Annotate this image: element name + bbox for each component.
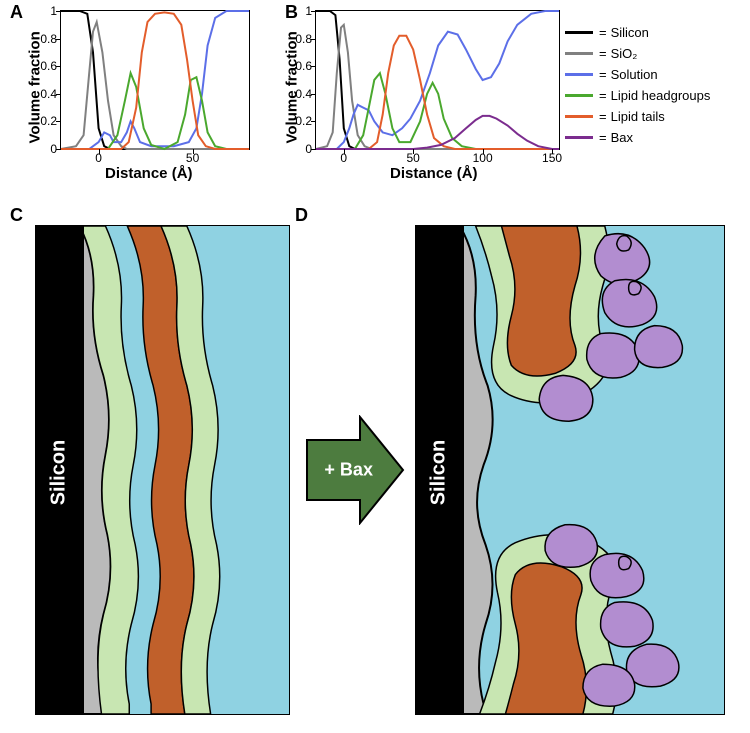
chart-b-wrap: B Volume fraction 0 0.2 0.4 0.6 0.8 1 0 … xyxy=(315,10,565,185)
legend-eq: = xyxy=(599,25,607,40)
legend-swatch xyxy=(565,73,593,76)
legend-swatch xyxy=(565,136,593,139)
legend-eq: = xyxy=(599,46,607,61)
legend-row: = SiO₂ xyxy=(565,46,710,61)
silicon-label-c: Silicon xyxy=(47,440,70,506)
legend-label: Lipid headgroups xyxy=(611,88,711,103)
legend-eq: = xyxy=(599,88,607,103)
legend-swatch xyxy=(565,52,593,55)
legend-eq: = xyxy=(599,130,607,145)
legend-swatch xyxy=(565,94,593,97)
panel-letter-d: D xyxy=(295,205,308,226)
legend-swatch xyxy=(565,115,593,118)
chart-b-plotarea: 0 0.2 0.4 0.6 0.8 1 0 50 100 150 xyxy=(315,10,560,150)
chart-b-svg xyxy=(316,11,559,149)
legend-row: = Solution xyxy=(565,67,710,82)
legend-row: = Silicon xyxy=(565,25,710,40)
panel-letter-c: C xyxy=(10,205,23,226)
chart-b-xlabel: Distance (Å) xyxy=(390,165,478,182)
legend-eq: = xyxy=(599,109,607,124)
chart-a-svg xyxy=(61,11,249,149)
diagram-c: Silicon xyxy=(35,225,290,715)
legend-label: Lipid tails xyxy=(611,109,665,124)
legend-swatch xyxy=(565,31,593,34)
legend-label: Solution xyxy=(611,67,658,82)
legend-label: Silicon xyxy=(611,25,649,40)
bax-arrow-label: + Bax xyxy=(324,460,373,481)
legend: = Silicon = SiO₂ = Solution = Lipid head… xyxy=(565,25,710,151)
legend-eq: = xyxy=(599,67,607,82)
chart-a-wrap: A Volume fraction 0 0.2 0.4 0.6 0.8 1 0 … xyxy=(60,10,260,185)
legend-row: = Lipid headgroups xyxy=(565,88,710,103)
bax-arrow: + Bax xyxy=(305,415,405,525)
chart-a-plotarea: 0 0.2 0.4 0.6 0.8 1 0 50 xyxy=(60,10,250,150)
chart-a-xlabel: Distance (Å) xyxy=(105,165,193,182)
top-island xyxy=(476,226,609,403)
silicon-label-d: Silicon xyxy=(427,440,450,506)
sio2-layer-d xyxy=(460,226,493,714)
diagram-area: C D Silicon + Bax xyxy=(35,225,725,715)
legend-label: Bax xyxy=(611,130,633,145)
legend-label: SiO₂ xyxy=(611,46,638,61)
legend-row: = Lipid tails xyxy=(565,109,710,124)
panel-letter-a: A xyxy=(10,2,23,23)
legend-row: = Bax xyxy=(565,130,710,145)
diagram-d: Silicon xyxy=(415,225,725,715)
